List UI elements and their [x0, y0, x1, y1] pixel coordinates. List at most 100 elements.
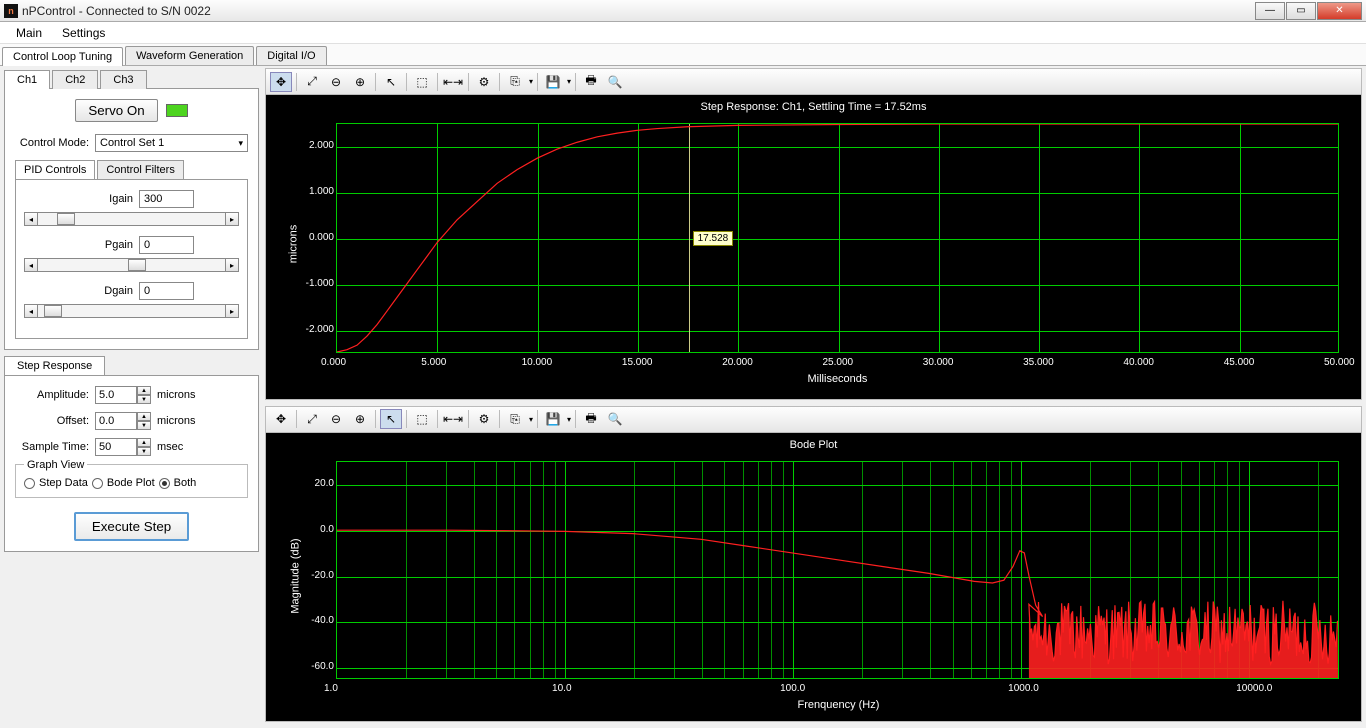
radio-step-data[interactable] — [24, 478, 35, 489]
radio-both[interactable] — [159, 478, 170, 489]
slider-right-arrow[interactable]: ▸ — [225, 304, 239, 318]
pgain-slider[interactable]: ◂ ▸ — [24, 258, 239, 272]
chart-toolbar-2: ✥⤢⊖⊕↖⬚⇤⇥⚙⎘▾💾▾🖶🔍 — [266, 407, 1361, 433]
tab-control-filters[interactable]: Control Filters — [97, 160, 183, 179]
dropdown-arrow-icon[interactable]: ▾ — [566, 77, 571, 86]
tab-control-loop-tuning[interactable]: Control Loop Tuning — [2, 47, 123, 66]
x-tick-label: 50.000 — [1324, 357, 1355, 368]
tab-pid-controls[interactable]: PID Controls — [15, 160, 95, 179]
dropdown-arrow-icon[interactable]: ▾ — [566, 415, 571, 424]
copy-icon[interactable]: ⎘ — [504, 409, 526, 429]
preview-icon[interactable]: 🔍 — [604, 409, 626, 429]
dgain-slider[interactable]: ◂ ▸ — [24, 304, 239, 318]
radio-bode-plot-label: Bode Plot — [107, 477, 155, 489]
x-tick-label: 35.000 — [1023, 357, 1054, 368]
radio-both-label: Both — [174, 477, 197, 489]
tab-ch2[interactable]: Ch2 — [52, 70, 98, 89]
y-tick-label: -2.000 — [306, 324, 334, 335]
x-tick-label: 15.000 — [622, 357, 653, 368]
tab-ch1[interactable]: Ch1 — [4, 70, 50, 89]
print-icon[interactable]: 🖶 — [580, 72, 602, 92]
close-button[interactable]: ✕ — [1317, 2, 1362, 20]
zoom-box-icon[interactable]: ⤢ — [301, 409, 323, 429]
execute-step-button[interactable]: Execute Step — [74, 512, 189, 541]
offset-input[interactable] — [95, 412, 137, 430]
amplitude-label: Amplitude: — [15, 389, 95, 401]
spin-up[interactable]: ▲ — [137, 438, 151, 447]
sample-time-input[interactable] — [95, 438, 137, 456]
save-icon[interactable]: 💾 — [542, 72, 564, 92]
servo-on-button[interactable]: Servo On — [75, 99, 157, 122]
dropdown-arrow-icon[interactable]: ▾ — [528, 415, 533, 424]
slider-left-arrow[interactable]: ◂ — [24, 212, 38, 226]
maximize-button[interactable]: ▭ — [1286, 2, 1316, 20]
save-icon[interactable]: 💾 — [542, 409, 564, 429]
spin-down[interactable]: ▼ — [137, 421, 151, 430]
select-icon[interactable]: ⬚ — [411, 72, 433, 92]
x-tick-label: 1000.0 — [1008, 683, 1039, 694]
x-axis-label: Frenquency (Hz) — [798, 699, 880, 711]
control-mode-select[interactable]: Control Set 1 — [95, 134, 248, 152]
select-icon[interactable]: ⬚ — [411, 409, 433, 429]
zoom-out-icon[interactable]: ⊖ — [325, 409, 347, 429]
radio-bode-plot[interactable] — [92, 478, 103, 489]
step-response-chart-container: ✥⤢⊖⊕↖⬚⇤⇥⚙⎘▾💾▾🖶🔍 Step Response: Ch1, Sett… — [265, 68, 1362, 400]
dgain-input[interactable] — [139, 282, 194, 300]
fit-width-icon[interactable]: ⇤⇥ — [442, 409, 464, 429]
x-tick-label: 30.000 — [923, 357, 954, 368]
slider-left-arrow[interactable]: ◂ — [24, 258, 38, 272]
y-tick-label: 0.000 — [309, 232, 334, 243]
bode-chart-title: Bode Plot — [266, 439, 1361, 451]
cursor-icon[interactable]: ↖ — [380, 72, 402, 92]
properties-icon[interactable]: ⚙ — [473, 409, 495, 429]
print-icon[interactable]: 🖶 — [580, 409, 602, 429]
zoom-in-icon[interactable]: ⊕ — [349, 72, 371, 92]
spin-down[interactable]: ▼ — [137, 395, 151, 404]
slider-right-arrow[interactable]: ▸ — [225, 212, 239, 226]
tab-ch3[interactable]: Ch3 — [100, 70, 146, 89]
preview-icon[interactable]: 🔍 — [604, 72, 626, 92]
y-tick-label: -20.0 — [311, 570, 334, 581]
step-response-panel: Amplitude: ▲▼ microns Offset: ▲▼ microns… — [4, 375, 259, 552]
control-mode-label: Control Mode: — [15, 137, 95, 149]
slider-left-arrow[interactable]: ◂ — [24, 304, 38, 318]
x-tick-label: 5.000 — [421, 357, 446, 368]
pgain-input[interactable] — [139, 236, 194, 254]
menu-main[interactable]: Main — [6, 24, 52, 42]
pan-icon[interactable]: ✥ — [270, 409, 292, 429]
zoom-box-icon[interactable]: ⤢ — [301, 72, 323, 92]
igain-slider[interactable]: ◂ ▸ — [24, 212, 239, 226]
x-tick-label: 20.000 — [722, 357, 753, 368]
pan-icon[interactable]: ✥ — [270, 72, 292, 92]
properties-icon[interactable]: ⚙ — [473, 72, 495, 92]
bode-plot-chart-container: ✥⤢⊖⊕↖⬚⇤⇥⚙⎘▾💾▾🖶🔍 Bode Plot 1.010.0100.010… — [265, 406, 1362, 722]
spin-up[interactable]: ▲ — [137, 412, 151, 421]
tab-waveform-generation[interactable]: Waveform Generation — [125, 46, 254, 65]
offset-label: Offset: — [15, 415, 95, 427]
amplitude-input[interactable] — [95, 386, 137, 404]
y-axis-label: microns — [287, 225, 299, 264]
igain-input[interactable] — [139, 190, 194, 208]
slider-right-arrow[interactable]: ▸ — [225, 258, 239, 272]
channel-panel: Servo On Control Mode: Control Set 1 PID… — [4, 88, 259, 350]
step-response-plot[interactable]: Step Response: Ch1, Settling Time = 17.5… — [266, 95, 1361, 399]
left-panel: Ch1 Ch2 Ch3 Servo On Control Mode: Contr… — [0, 66, 263, 726]
spin-down[interactable]: ▼ — [137, 447, 151, 456]
copy-icon[interactable]: ⎘ — [504, 72, 526, 92]
tab-step-response[interactable]: Step Response — [4, 356, 105, 375]
spin-up[interactable]: ▲ — [137, 386, 151, 395]
zoom-in-icon[interactable]: ⊕ — [349, 409, 371, 429]
pgain-label: Pgain — [69, 239, 139, 251]
tab-digital-io[interactable]: Digital I/O — [256, 46, 326, 65]
menu-settings[interactable]: Settings — [52, 24, 115, 42]
fit-width-icon[interactable]: ⇤⇥ — [442, 72, 464, 92]
dropdown-arrow-icon[interactable]: ▾ — [528, 77, 533, 86]
igain-label: Igain — [69, 193, 139, 205]
zoom-out-icon[interactable]: ⊖ — [325, 72, 347, 92]
sample-time-unit: msec — [157, 441, 183, 453]
dgain-label: Dgain — [69, 285, 139, 297]
minimize-button[interactable]: — — [1255, 2, 1285, 20]
bode-plot[interactable]: Bode Plot 1.010.0100.01000.010000.0-60.0… — [266, 433, 1361, 721]
cursor-icon[interactable]: ↖ — [380, 409, 402, 429]
x-tick-label: 0.000 — [321, 357, 346, 368]
